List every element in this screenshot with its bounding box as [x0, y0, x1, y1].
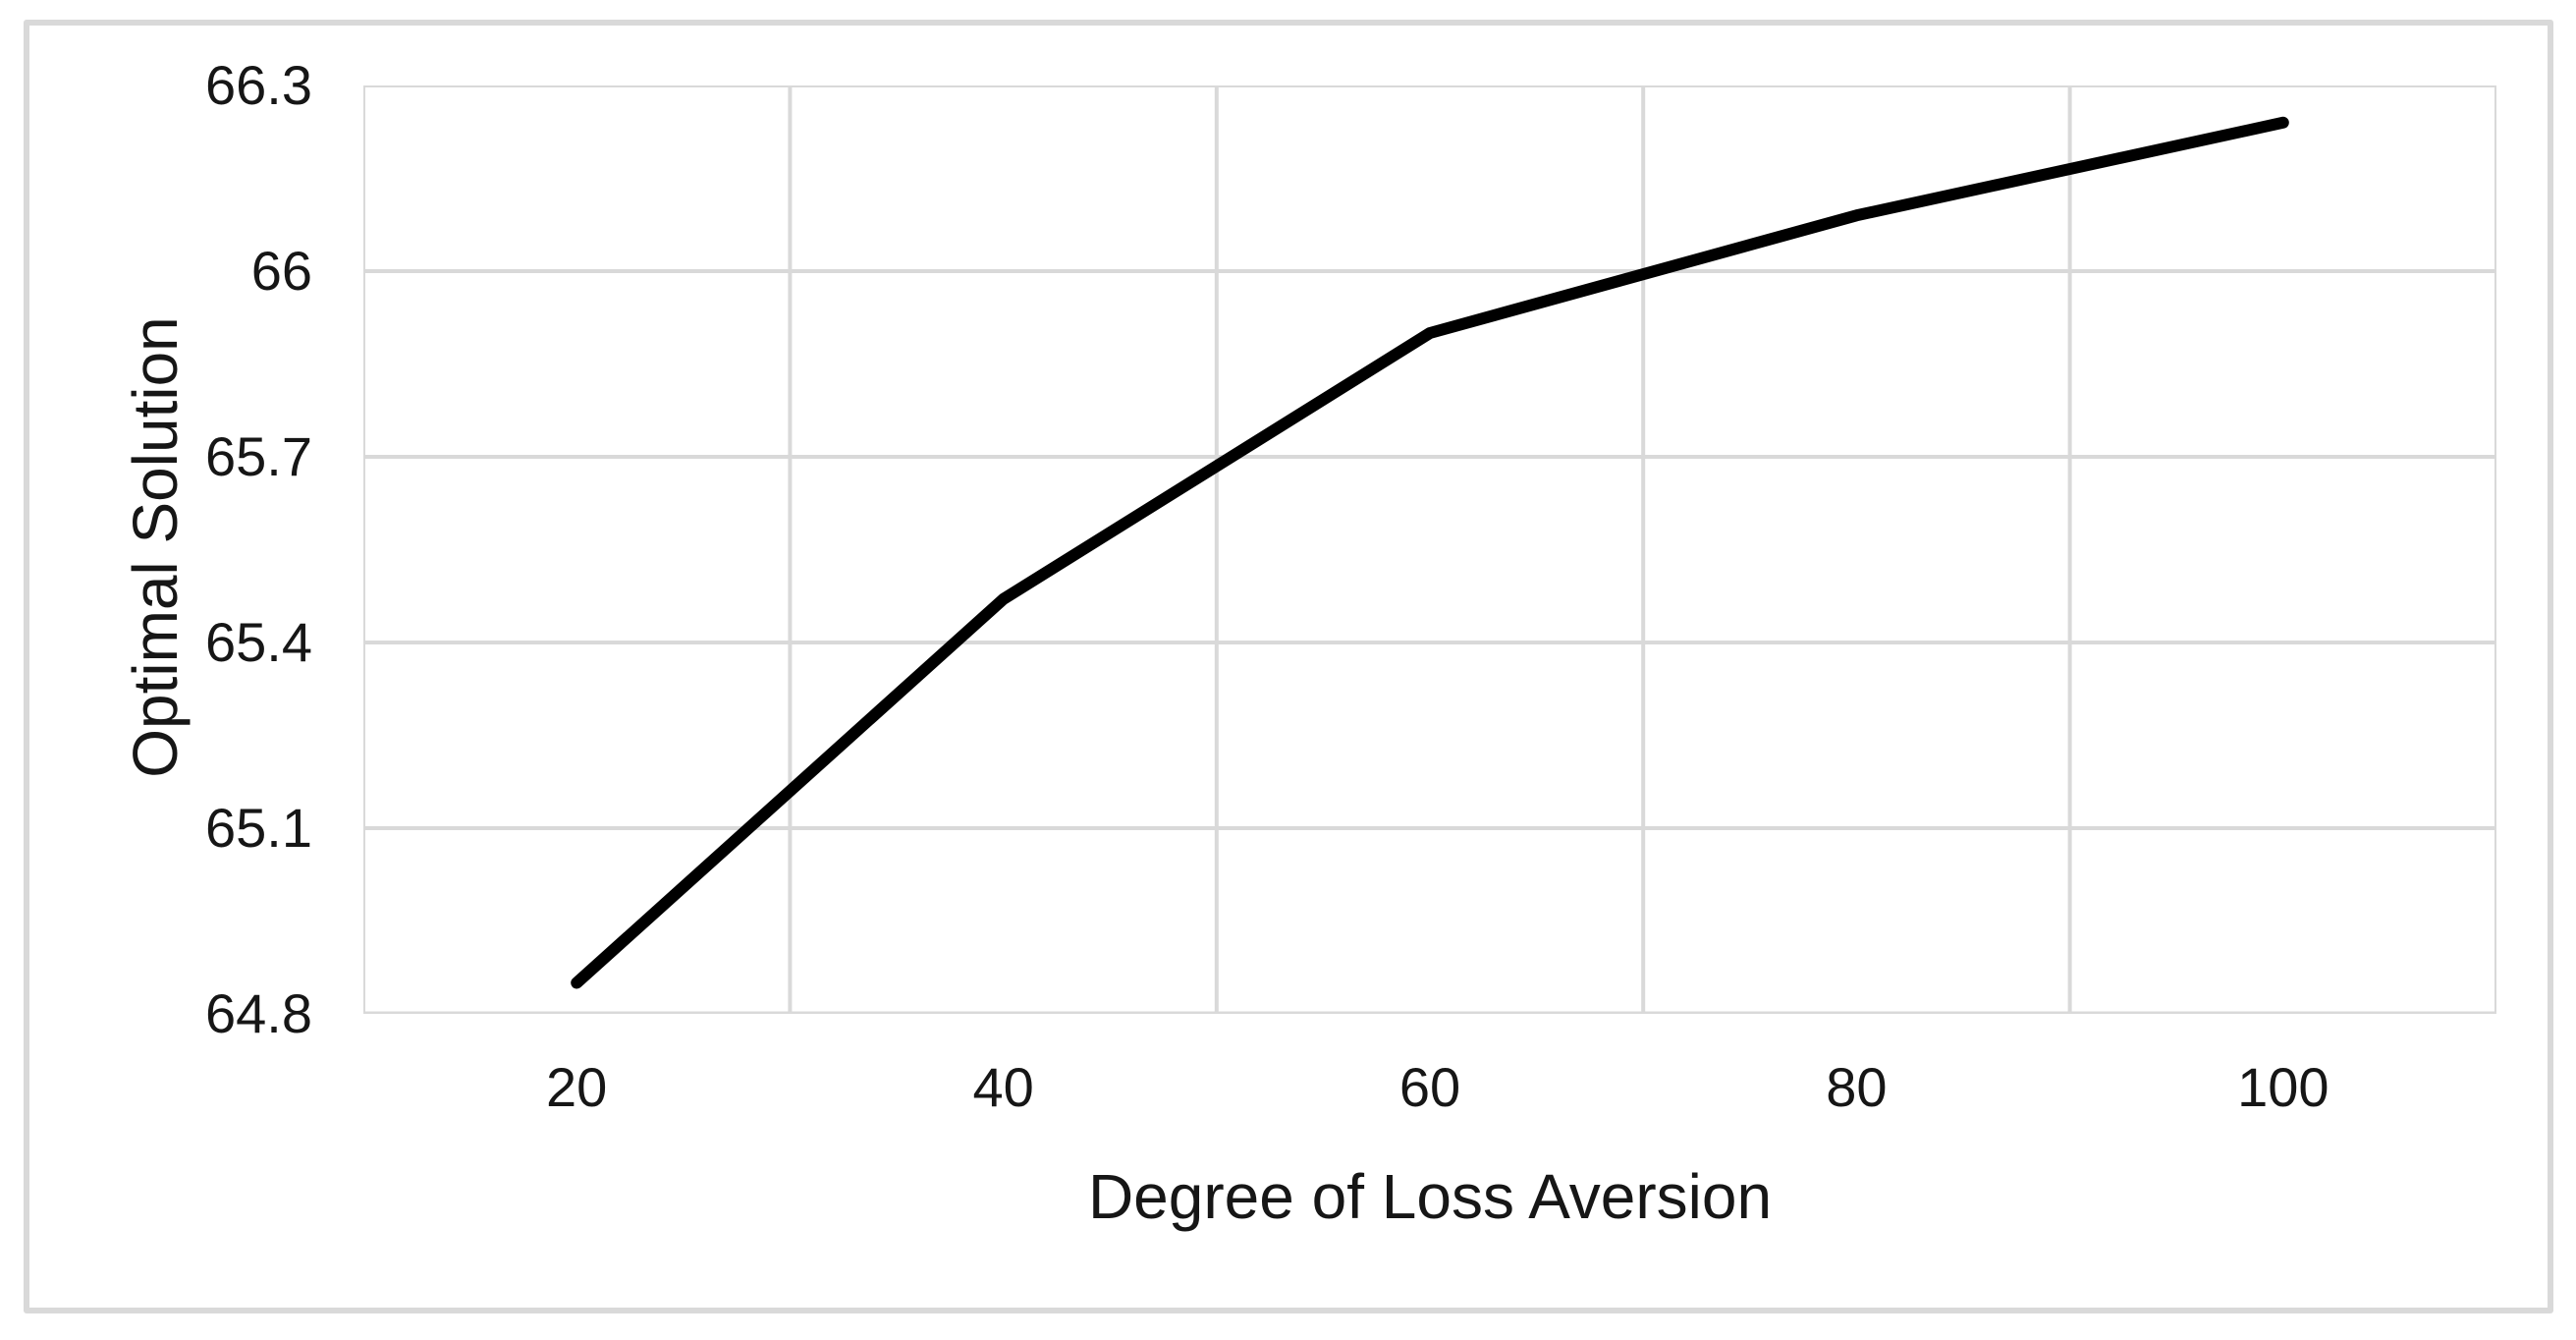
- chart-frame: [24, 20, 2553, 1313]
- plot-area: [363, 85, 2496, 1014]
- y-tick-label: 65.7: [205, 425, 312, 487]
- y-tick-label: 66: [250, 240, 312, 302]
- y-tick-label: 66.3: [205, 54, 312, 116]
- y-axis-title: Optimal Solution: [120, 316, 191, 778]
- x-tick-label: 60: [1398, 1056, 1461, 1118]
- x-axis-title: Degree of Loss Aversion: [1087, 1161, 1773, 1232]
- x-tick-label: 80: [1826, 1056, 1888, 1118]
- x-tick-label: 100: [2237, 1056, 2329, 1118]
- plot-svg: [363, 85, 2496, 1014]
- data-series-line: [571, 116, 2289, 989]
- y-tick-label: 65.4: [205, 611, 312, 673]
- x-tick-label: 40: [972, 1056, 1034, 1118]
- y-tick-label: 64.8: [205, 982, 312, 1044]
- x-tick-label: 20: [546, 1056, 608, 1118]
- y-tick-label: 65.1: [205, 797, 312, 859]
